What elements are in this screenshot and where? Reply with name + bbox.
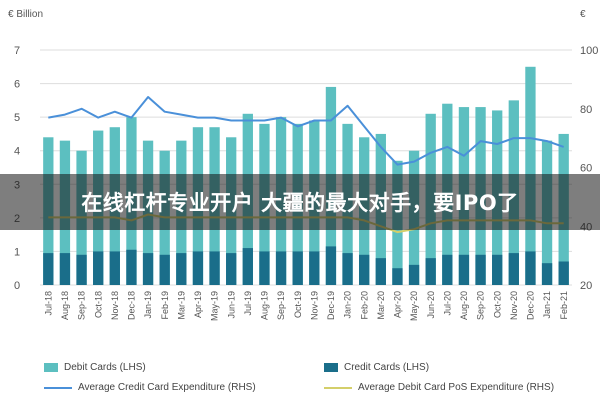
legend-swatch-credit bbox=[324, 363, 338, 372]
left-tick-label: 7 bbox=[14, 45, 20, 57]
credit-bar bbox=[541, 263, 553, 285]
credit-bar bbox=[176, 253, 187, 285]
credit-bar bbox=[342, 253, 353, 285]
x-tick-label: Feb-19 bbox=[160, 291, 170, 320]
credit-bar bbox=[375, 258, 386, 285]
credit-bar bbox=[525, 251, 536, 285]
credit-bar bbox=[43, 253, 54, 285]
x-axis-ticks: Jul-18 Aug-18 Sep-18 Oct-18 Nov-18 Dec-18 Jan-… bbox=[43, 291, 568, 321]
x-tick-label: Feb-20 bbox=[359, 291, 369, 320]
left-tick-label: 1 bbox=[14, 246, 20, 258]
x-tick-label: Sep-18 bbox=[77, 291, 87, 320]
x-tick-label: Dec-18 bbox=[127, 291, 137, 320]
credit-bar bbox=[325, 246, 337, 285]
credit-bar bbox=[408, 264, 420, 285]
credit-bar bbox=[126, 249, 137, 285]
left-tick-label: 6 bbox=[14, 79, 20, 91]
credit-bar bbox=[309, 251, 320, 285]
credit-bar bbox=[76, 254, 87, 285]
x-tick-label: Jul-20 bbox=[442, 291, 452, 316]
x-tick-label: Aug-18 bbox=[60, 291, 70, 320]
legend-item-avg-debit: Average Debit Card PoS Expenditure (RHS) bbox=[324, 382, 554, 393]
credit-bar bbox=[93, 251, 104, 285]
legend-item-avg-credit: Average Credit Card Expenditure (RHS) bbox=[44, 382, 256, 393]
credit-bar bbox=[242, 248, 253, 285]
credit-bar bbox=[192, 251, 204, 285]
x-tick-label: Jan-20 bbox=[343, 291, 353, 319]
x-tick-label: Dec-20 bbox=[526, 291, 536, 320]
x-tick-label: Mar-19 bbox=[176, 291, 186, 320]
left-unit-label: € Billion bbox=[8, 9, 43, 20]
x-tick-label: Oct-20 bbox=[492, 291, 502, 318]
legend-swatch-debit bbox=[44, 363, 58, 372]
legend-label-credit: Credit Cards (LHS) bbox=[344, 362, 430, 373]
legend-swatch-avg-debit bbox=[324, 386, 352, 389]
banner-text: 在线杠杆专业开户 大疆的最大对手，要IPO了 bbox=[81, 191, 519, 215]
credit-bar bbox=[475, 254, 486, 285]
credit-bar bbox=[425, 258, 436, 285]
legend-item-credit: Credit Cards (LHS) bbox=[324, 362, 429, 373]
x-tick-label: Nov-18 bbox=[110, 291, 120, 320]
x-tick-label: Oct-18 bbox=[93, 291, 103, 318]
credit-bar bbox=[142, 253, 154, 285]
x-tick-label: Oct-19 bbox=[293, 291, 303, 318]
avg-credit-line bbox=[48, 96, 565, 166]
x-tick-label: Jul-18 bbox=[43, 291, 53, 316]
credit-bar bbox=[209, 251, 220, 285]
right-tick-label: 20 bbox=[580, 280, 592, 292]
legend-label-avg-debit: Average Debit Card PoS Expenditure (RHS) bbox=[358, 382, 555, 393]
legend-item-debit: Debit Cards (LHS) bbox=[44, 362, 146, 373]
x-tick-label: Jul-19 bbox=[243, 291, 253, 316]
x-tick-label: Sep-19 bbox=[276, 291, 286, 320]
x-tick-label: May-19 bbox=[210, 291, 220, 321]
left-tick-label: 5 bbox=[14, 112, 20, 124]
legend-swatch-avg-credit bbox=[44, 386, 72, 389]
credit-bar bbox=[59, 253, 71, 285]
credit-bar bbox=[458, 254, 470, 285]
legend: Debit Cards (LHS) Credit Cards (LHS) Ave… bbox=[0, 352, 600, 400]
left-tick-label: 4 bbox=[14, 146, 20, 158]
credit-bar bbox=[259, 251, 270, 285]
right-unit-label: € bbox=[580, 9, 586, 20]
x-tick-label: Jun-20 bbox=[426, 291, 436, 319]
left-axis-ticks: 01234567 bbox=[14, 45, 20, 292]
credit-bar bbox=[508, 253, 519, 285]
x-tick-label: Aug-19 bbox=[260, 291, 270, 320]
credit-bar bbox=[292, 251, 303, 285]
credit-bar bbox=[359, 254, 370, 285]
x-tick-label: Mar-20 bbox=[376, 291, 386, 320]
overlay-banner: 在线杠杆专业开户 大疆的最大对手，要IPO了 bbox=[0, 174, 600, 230]
credit-bar bbox=[492, 254, 503, 285]
x-tick-label: May-20 bbox=[409, 291, 419, 321]
credit-bar bbox=[392, 268, 403, 285]
legend-label-avg-credit: Average Credit Card Expenditure (RHS) bbox=[78, 382, 256, 393]
credit-bar bbox=[226, 253, 237, 285]
x-tick-label: Jan-19 bbox=[143, 291, 153, 319]
x-tick-label: Sep-20 bbox=[476, 291, 486, 320]
left-tick-label: 0 bbox=[14, 280, 20, 292]
credit-bar bbox=[442, 254, 453, 285]
right-tick-label: 80 bbox=[580, 104, 592, 116]
x-tick-label: Feb-21 bbox=[559, 291, 569, 320]
legend-label-debit: Debit Cards (LHS) bbox=[64, 362, 146, 373]
credit-bar bbox=[275, 251, 287, 285]
right-axis-ticks: 20406080100 bbox=[580, 45, 598, 292]
x-tick-label: Jan-21 bbox=[542, 291, 552, 319]
right-tick-label: 60 bbox=[580, 163, 592, 175]
x-tick-label: Aug-20 bbox=[459, 291, 469, 320]
x-tick-label: Jun-19 bbox=[226, 291, 236, 319]
right-tick-label: 100 bbox=[580, 45, 598, 57]
credit-bar bbox=[558, 261, 569, 285]
x-tick-label: Dec-19 bbox=[326, 291, 336, 320]
x-tick-label: Apr-19 bbox=[193, 291, 203, 318]
credit-bar bbox=[109, 251, 120, 285]
x-tick-label: Apr-20 bbox=[393, 291, 403, 318]
x-tick-label: Nov-19 bbox=[309, 291, 319, 320]
credit-bar bbox=[159, 254, 170, 285]
x-tick-label: Nov-20 bbox=[509, 291, 519, 320]
